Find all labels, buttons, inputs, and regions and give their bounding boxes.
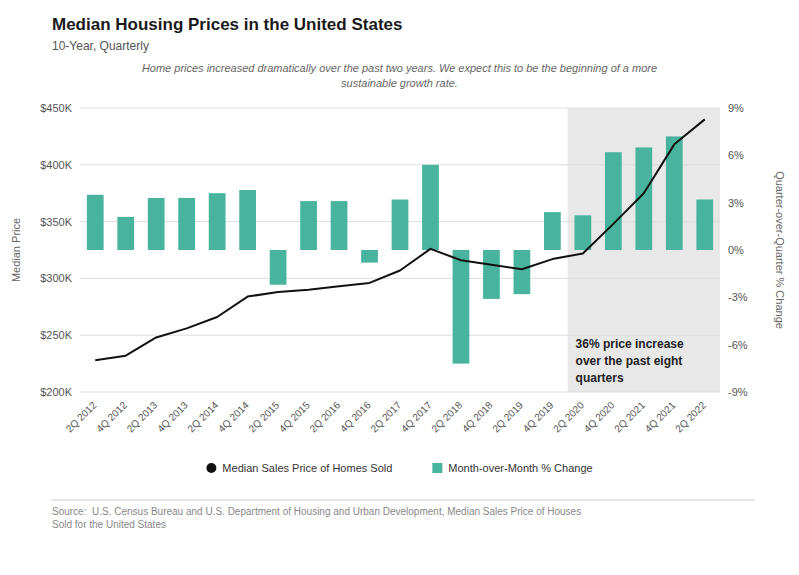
bar — [239, 190, 256, 250]
x-tick-label: 4Q 2017 — [399, 399, 434, 434]
y2-tick-label: 3% — [728, 197, 744, 209]
x-tick-label: 2Q 2021 — [612, 399, 647, 434]
x-tick-label: 4Q 2012 — [94, 399, 129, 434]
grid-line — [80, 278, 720, 279]
chart: Median Housing Prices in the United Stat… — [0, 0, 799, 575]
bar — [483, 250, 500, 299]
x-tick-label: 2Q 2022 — [673, 399, 708, 434]
y2-axis-label: Quarter-over-Quarter % Change — [774, 171, 786, 329]
y2-tick-label: 0% — [728, 244, 744, 256]
y2-tick-label: -3% — [728, 291, 748, 303]
x-tick-label: 2Q 2012 — [64, 399, 99, 434]
bar — [87, 195, 104, 250]
x-tick-label: 4Q 2019 — [521, 399, 556, 434]
separator — [52, 500, 755, 501]
y-tick-label: $200K — [40, 386, 72, 398]
annotation: Home prices increased dramatically over … — [142, 62, 657, 74]
x-tick-label: 2Q 2016 — [307, 399, 342, 434]
legend-label: Month-over-Month % Change — [448, 462, 592, 474]
x-tick-label: 2Q 2019 — [490, 399, 525, 434]
bar — [574, 215, 591, 250]
highlight-band — [568, 108, 720, 392]
grid-line — [80, 335, 720, 336]
x-tick-label: 4Q 2021 — [643, 399, 678, 434]
y-tick-label: $250K — [40, 329, 72, 341]
grid-line — [80, 164, 720, 165]
bar — [422, 165, 439, 250]
x-tick-label: 2Q 2018 — [429, 399, 464, 434]
x-tick-label: 4Q 2015 — [277, 399, 312, 434]
x-tick-label: 2Q 2020 — [551, 399, 586, 434]
callout-line: over the past eight — [576, 354, 683, 368]
x-tick-label: 2Q 2014 — [186, 399, 221, 434]
grid-line — [80, 108, 720, 109]
bar — [544, 212, 561, 250]
x-tick-label: 4Q 2013 — [155, 399, 190, 434]
bar — [270, 250, 287, 285]
marks — [87, 119, 713, 363]
x-tick-label: 2Q 2015 — [246, 399, 281, 434]
source: Source: U.S. Census Bureau and U.S. Depa… — [52, 506, 581, 517]
callout-line: quarters — [576, 371, 624, 385]
source: Sold for the United States — [52, 519, 166, 530]
bar — [331, 201, 348, 250]
x-tick-label: 4Q 2018 — [460, 399, 495, 434]
bar — [696, 200, 713, 250]
y-tick-label: $450K — [40, 102, 72, 114]
y-axis-label: Median Price — [10, 218, 22, 282]
bar — [117, 217, 134, 250]
bar — [209, 193, 226, 250]
y-tick-label: $300K — [40, 272, 72, 284]
subtitle: 10-Year, Quarterly — [52, 39, 149, 53]
bar — [453, 250, 470, 364]
bar — [605, 152, 622, 250]
y2-tick-label: 6% — [728, 149, 744, 161]
y-tick-label: $350K — [40, 216, 72, 228]
callout: 36% price increase over the past eight qua… — [576, 337, 684, 385]
legend: Median Sales Price of Homes Sold Month-ov… — [206, 462, 592, 474]
legend-symbol — [206, 463, 216, 473]
bar — [361, 250, 378, 263]
background — [0, 0, 799, 575]
bar — [514, 250, 531, 294]
title: Median Housing Prices in the United Stat… — [52, 15, 402, 34]
y2-tick-label: -9% — [728, 386, 748, 398]
line — [95, 119, 705, 360]
annotation: sustainable growth rate. — [341, 77, 458, 89]
x-tick-label: 2Q 2017 — [368, 399, 403, 434]
y-tick-label: $400K — [40, 159, 72, 171]
bar — [392, 200, 409, 250]
x-tick-label: 2Q 2013 — [125, 399, 160, 434]
legend-label: Median Sales Price of Homes Sold — [222, 462, 392, 474]
y2-tick-label: -6% — [728, 339, 748, 351]
y2-tick-label: 9% — [728, 102, 744, 114]
bar — [300, 201, 317, 250]
bar — [148, 198, 165, 250]
x-tick-label: 4Q 2016 — [338, 399, 373, 434]
legend-symbol — [432, 463, 442, 473]
callout-line: 36% price increase — [576, 337, 684, 351]
x-tick-label: 4Q 2020 — [582, 399, 617, 434]
x-tick-label: 4Q 2014 — [216, 399, 251, 434]
bar — [178, 198, 195, 250]
grid-line — [80, 392, 720, 393]
